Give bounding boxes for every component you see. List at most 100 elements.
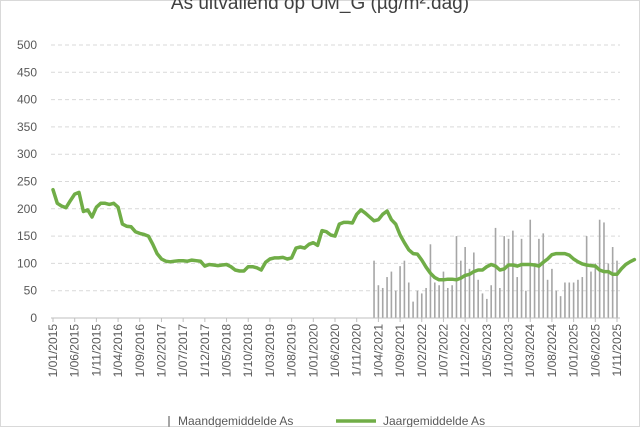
legend-label: Jaargemiddelde As: [383, 414, 485, 427]
bar: [607, 263, 610, 318]
y-tick-label: 200: [17, 202, 37, 216]
y-tick-label: 450: [17, 65, 37, 79]
bar: [460, 260, 462, 318]
x-tick-label: 1/07/2022: [436, 324, 450, 378]
y-tick-label: 0: [30, 311, 37, 325]
y-axis: 0 50 100 150 200 250 300 350 400 450 500: [17, 38, 37, 325]
y-tick-label: 350: [17, 120, 37, 134]
chart-title: As uitvallend op UM_G (µg/m².dag): [170, 0, 470, 14]
bar: [394, 290, 397, 318]
y-tick-label: 400: [17, 93, 37, 107]
bar: [442, 271, 445, 318]
gridlines: [51, 44, 620, 292]
x-tick-label: 1/06/2025: [588, 324, 602, 378]
x-tick-label: 1/06/2020: [328, 324, 342, 378]
bar: [551, 268, 553, 318]
x-tick-label: 1/02/2022: [415, 324, 429, 378]
y-tick-label: 250: [17, 175, 37, 189]
bar: [529, 219, 532, 318]
bar: [512, 230, 514, 318]
y-tick-label: 300: [17, 147, 37, 161]
bar: [490, 285, 492, 318]
bar: [438, 285, 440, 318]
bar: [494, 227, 497, 318]
bar: [546, 279, 549, 318]
y-tick-label: 50: [24, 284, 38, 298]
bar: [390, 271, 393, 318]
bar: [503, 236, 505, 318]
x-tick-label: 1/08/2024: [545, 324, 559, 378]
bar: [616, 260, 618, 318]
x-tick-label: 1/11/2025: [610, 324, 624, 377]
bar: [416, 290, 419, 318]
bar: [499, 287, 501, 318]
bar: [429, 244, 432, 318]
bar: [611, 247, 614, 318]
x-tick-label: 1/01/2025: [567, 324, 581, 378]
bar: [373, 260, 375, 318]
series-line: [51, 187, 637, 282]
bar: [577, 279, 579, 318]
bar: [386, 277, 388, 318]
bar-series: [373, 219, 618, 318]
y-tick-label: 150: [17, 229, 37, 243]
x-tick-label: 1/04/2021: [371, 324, 385, 378]
x-tick-label: 1/04/2016: [111, 324, 125, 378]
x-tick-label: 1/05/2023: [480, 324, 494, 378]
bar: [520, 238, 523, 318]
bar: [594, 263, 597, 318]
bar: [477, 279, 479, 318]
x-tick-label: 1/05/2018: [220, 324, 234, 378]
x-tick-label: 1/11/2015: [89, 324, 103, 377]
bar: [516, 277, 519, 318]
x-tick-label: 1/06/2015: [68, 324, 82, 378]
bar: [433, 282, 436, 318]
x-axis: 1/01/2015 1/06/2015 1/11/2015 1/04/2016 1/09…: [46, 318, 624, 377]
bar: [468, 268, 471, 318]
bar: [559, 296, 562, 318]
legend: Maandgemiddelde As Jaargemiddelde As: [168, 414, 485, 427]
bar: [473, 252, 475, 318]
bar: [572, 282, 575, 318]
bar: [451, 285, 453, 318]
bar: [481, 293, 484, 318]
bar: [455, 236, 458, 318]
bar: [377, 285, 380, 318]
bar: [568, 282, 571, 318]
x-tick-label: 1/08/2019: [285, 324, 299, 378]
x-tick-label: 1/02/2017: [154, 324, 168, 378]
bar: [447, 287, 449, 318]
bar: [399, 266, 401, 318]
bar: [412, 301, 414, 318]
bar: [486, 298, 488, 318]
bar: [407, 282, 410, 318]
bar: [464, 247, 466, 318]
x-tick-label: 1/09/2021: [393, 324, 407, 378]
x-tick-label: 1/01/2015: [46, 324, 60, 378]
x-tick-label: 1/12/2022: [458, 324, 472, 378]
line-series: [51, 187, 637, 282]
bar: [525, 290, 527, 318]
bar: [420, 293, 423, 318]
bar: [555, 290, 558, 318]
bar: [533, 263, 536, 318]
x-tick-label: 1/03/2024: [523, 324, 537, 378]
bar: [403, 260, 406, 318]
x-tick-label: 1/12/2017: [198, 324, 212, 378]
bar: [581, 277, 584, 318]
bar: [381, 287, 384, 318]
bar: [538, 238, 540, 318]
x-tick-label: 1/01/2020: [306, 324, 320, 378]
x-tick-label: 1/07/2017: [176, 324, 190, 378]
bar: [542, 233, 545, 318]
bar: [425, 287, 427, 318]
x-tick-label: 1/10/2018: [241, 324, 255, 378]
legend-label: Maandgemiddelde As: [178, 414, 293, 427]
bar: [564, 282, 566, 318]
x-tick-label: 1/10/2023: [502, 324, 516, 378]
y-tick-label: 500: [17, 38, 37, 52]
bar: [585, 236, 588, 318]
y-tick-label: 100: [17, 256, 37, 270]
